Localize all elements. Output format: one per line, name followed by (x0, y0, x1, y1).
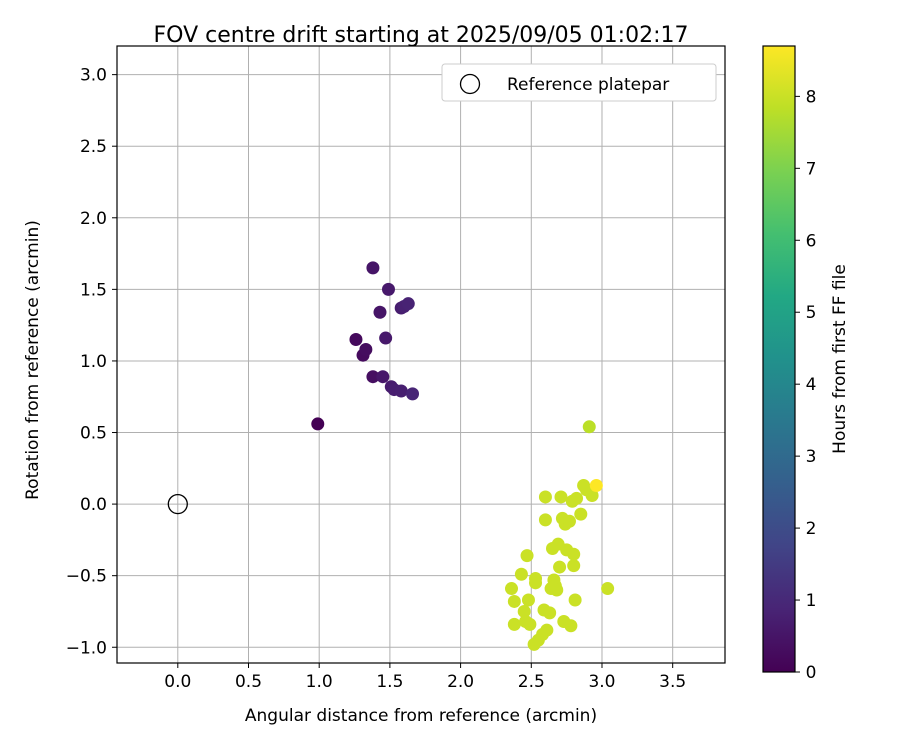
data-point (379, 331, 393, 345)
data-point (553, 560, 567, 574)
legend: Reference platepar (441, 63, 717, 102)
y-axis-label: Rotation from reference (arcmin) (23, 220, 43, 500)
data-point (523, 617, 537, 631)
reference-marker-layer (167, 493, 188, 515)
x-tick-label: 1.0 (306, 672, 333, 692)
data-point (520, 549, 534, 563)
plot-area-frame (116, 45, 726, 664)
colorbar-ticks: 0 1 2 3 4 5 6 7 8 (795, 87, 816, 683)
data-point (406, 387, 420, 401)
y-tick-label: 3.0 (80, 66, 107, 86)
data-point (564, 619, 578, 633)
data-point (514, 567, 528, 581)
y-tick-label: 0.0 (80, 495, 107, 515)
y-tick-label: 2.0 (80, 209, 107, 229)
colorbar-label: Hours from first FF file (830, 264, 850, 454)
data-point (394, 384, 408, 398)
data-point (507, 617, 521, 631)
data-point (538, 513, 552, 527)
x-axis-label: Angular distance from reference (arcmin) (245, 706, 597, 726)
chart-title: FOV centre drift starting at 2025/09/05 … (154, 23, 689, 48)
data-point (529, 576, 543, 590)
data-point (550, 583, 564, 597)
data-point (521, 593, 535, 607)
y-tick-label: 1.5 (80, 280, 107, 300)
data-point (567, 547, 581, 561)
colorbar-tick-label: 4 (806, 375, 817, 395)
data-point (538, 490, 552, 504)
y-tick-label: 2.5 (80, 137, 107, 157)
x-tick-label: 2.0 (447, 672, 474, 692)
data-point (359, 342, 373, 356)
data-point (562, 514, 576, 528)
grid-lines (117, 46, 725, 663)
data-points (311, 261, 615, 651)
data-point (582, 420, 596, 434)
data-point (589, 478, 603, 492)
data-point (401, 297, 415, 311)
data-point (373, 305, 387, 319)
colorbar-tick-label: 8 (806, 87, 817, 107)
data-point (349, 332, 363, 346)
y-tick-label: −1.0 (66, 638, 107, 658)
y-axis-ticks: −1.0 −0.5 0.0 0.5 1.0 1.5 2.0 2.5 3.0 (66, 66, 117, 658)
data-point (540, 623, 554, 637)
x-axis-ticks: 0.0 0.5 1.0 1.5 2.0 2.5 3.0 3.5 (164, 663, 686, 692)
data-point (570, 491, 584, 505)
colorbar-tick-label: 6 (806, 231, 817, 251)
colorbar-tick-label: 2 (806, 519, 817, 539)
data-point (376, 370, 390, 384)
data-point (567, 559, 581, 573)
data-point (311, 417, 325, 431)
data-point (507, 594, 521, 608)
y-tick-label: 0.5 (80, 424, 107, 444)
colorbar-tick-label: 1 (806, 591, 817, 611)
y-tick-label: −0.5 (66, 567, 107, 587)
x-tick-label: 2.5 (518, 672, 545, 692)
data-point (366, 370, 380, 384)
y-tick-label: 1.0 (80, 352, 107, 372)
data-point (381, 282, 395, 296)
legend-box (441, 63, 717, 102)
x-tick-label: 3.0 (588, 672, 615, 692)
data-point (585, 489, 599, 503)
colorbar-tick-label: 7 (806, 159, 817, 179)
data-point (504, 582, 518, 596)
legend-reference-marker-icon (459, 73, 481, 95)
data-point (568, 593, 582, 607)
reference-platepar-marker (167, 493, 188, 515)
data-point (601, 582, 615, 596)
data-point (554, 490, 568, 504)
legend-entry-reference-platepar: Reference platepar (507, 75, 669, 95)
x-tick-label: 0.0 (164, 672, 191, 692)
colorbar-gradient (762, 45, 796, 673)
data-point (366, 261, 380, 275)
colorbar-tick-label: 5 (806, 303, 817, 323)
x-tick-label: 3.5 (659, 672, 686, 692)
data-point (574, 507, 588, 521)
data-point (543, 606, 557, 620)
x-tick-label: 1.5 (376, 672, 403, 692)
data-point (517, 604, 531, 618)
colorbar-tick-label: 3 (806, 447, 817, 467)
colorbar-tick-label: 0 (806, 663, 817, 683)
colorbar: 0 1 2 3 4 5 6 7 8 Hours from first FF file (762, 45, 850, 683)
x-tick-label: 0.5 (235, 672, 262, 692)
